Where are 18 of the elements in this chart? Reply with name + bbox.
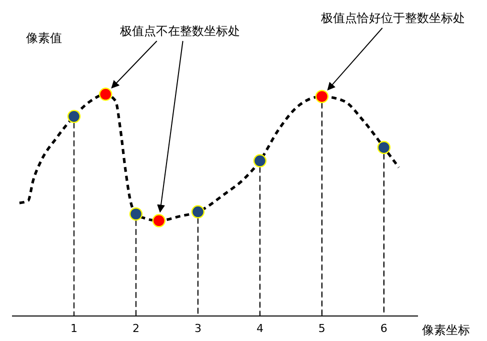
annotation: 极值点不在整数坐标处: [119, 24, 240, 38]
point: [152, 214, 166, 228]
point: [315, 90, 329, 104]
point: [253, 154, 267, 168]
annotation: 极值点恰好位于整数坐标处: [320, 11, 465, 25]
x-tick-label: 5: [318, 322, 326, 335]
point: [67, 110, 81, 124]
point: [129, 207, 143, 221]
x-tick-label: 2: [132, 322, 140, 335]
point: [98, 88, 112, 101]
x-tick-label: 4: [256, 322, 264, 335]
point: [377, 140, 391, 154]
point: [191, 205, 205, 218]
x-tick-label: 6: [380, 322, 388, 335]
x-tick-label: 1: [70, 322, 78, 335]
x-axis-title: 像素坐标: [422, 323, 470, 337]
x-tick-label: 3: [194, 322, 202, 335]
y-axis-title: 像素值: [26, 31, 62, 45]
